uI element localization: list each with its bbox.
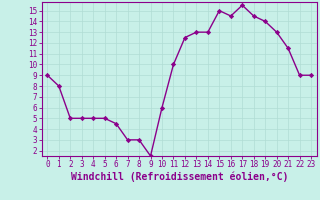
X-axis label: Windchill (Refroidissement éolien,°C): Windchill (Refroidissement éolien,°C) [70, 172, 288, 182]
